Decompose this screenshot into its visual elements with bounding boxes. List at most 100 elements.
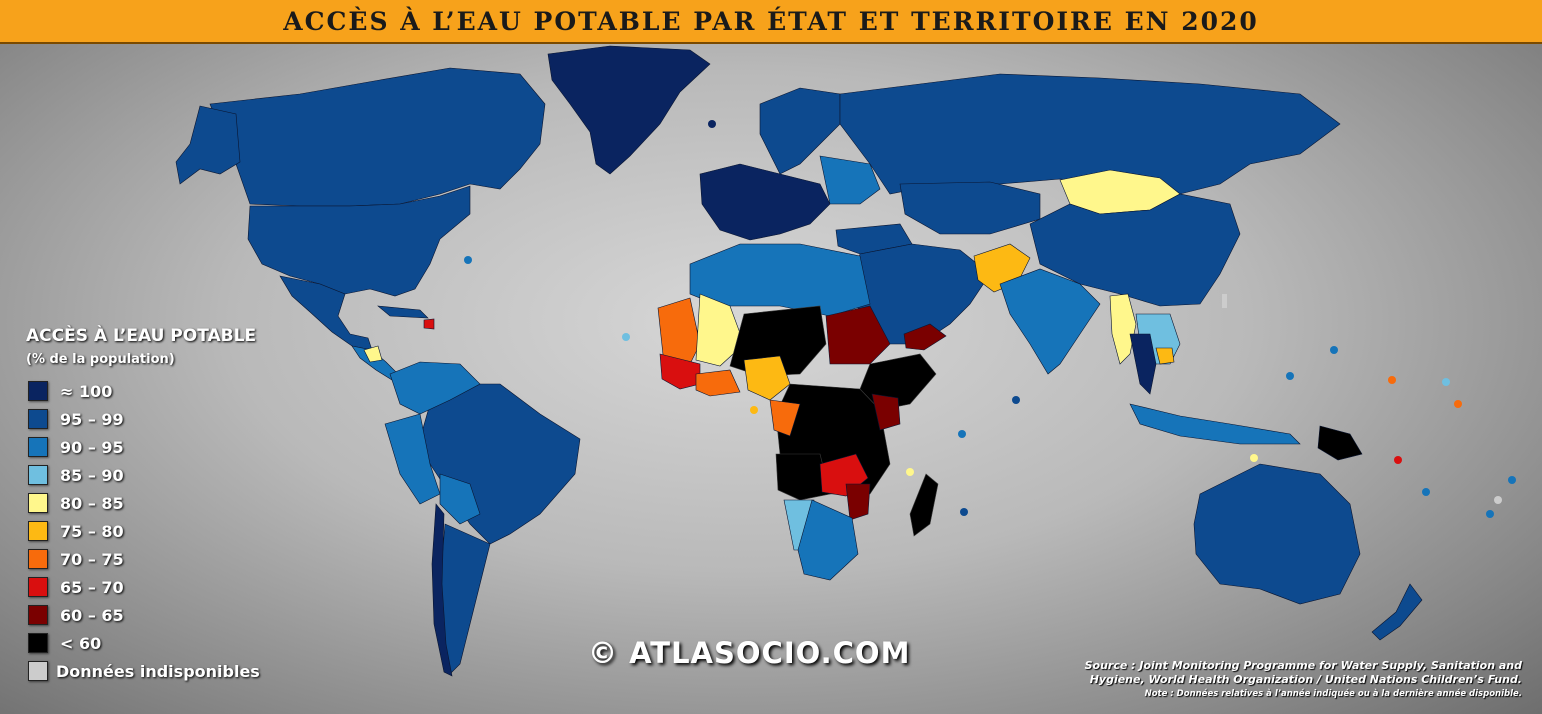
map-title: ACCÈS À L’EAU POTABLE PAR ÉTAT ET TERRIT…	[283, 6, 1259, 36]
world-map	[175, 45, 1516, 677]
legend-swatch	[28, 381, 48, 401]
data-note: Note : Données relatives à l’année indiq…	[1144, 689, 1522, 699]
india	[999, 268, 1101, 375]
source-note: Source : Joint Monitoring Programme for …	[1085, 659, 1522, 687]
indonesia	[1129, 403, 1301, 445]
legend-label: 60 – 65	[60, 605, 124, 625]
legend-label: Données indisponibles	[56, 661, 260, 681]
island-dot	[1422, 488, 1430, 496]
new-zealand	[1371, 583, 1423, 641]
legend-item: 65 – 70	[26, 573, 260, 601]
australia	[1193, 463, 1361, 605]
south-africa	[797, 499, 859, 581]
island-dot	[1454, 400, 1462, 408]
legend-swatch	[28, 549, 48, 569]
island-dot	[958, 430, 966, 438]
western-europe	[699, 163, 831, 241]
mozambique	[845, 483, 871, 521]
alaska	[175, 105, 241, 185]
papua-new-guinea	[1317, 425, 1363, 461]
greenland	[547, 45, 711, 175]
legend-label: 75 – 80	[60, 521, 124, 541]
island-dot	[464, 256, 472, 264]
scandinavia	[759, 87, 841, 175]
thailand	[1129, 333, 1157, 395]
mali	[695, 293, 745, 367]
legend-item: 60 – 65	[26, 601, 260, 629]
nigeria	[743, 355, 791, 401]
title-bar: ACCÈS À L’EAU POTABLE PAR ÉTAT ET TERRIT…	[0, 0, 1542, 44]
mexico	[279, 275, 373, 351]
legend-title: ACCÈS À L’EAU POTABLE	[26, 326, 257, 346]
taiwan	[1222, 294, 1227, 308]
legend-item: Données indisponibles	[26, 657, 260, 685]
legend-swatch	[28, 409, 48, 429]
legend-label: 70 – 75	[60, 549, 124, 569]
island-dot	[622, 333, 630, 341]
angola	[775, 453, 831, 501]
island-dot	[1330, 346, 1338, 354]
legend-swatch	[28, 633, 48, 653]
island-dot	[1486, 510, 1494, 518]
legend-item: < 60	[26, 629, 260, 657]
madagascar	[909, 473, 939, 537]
legend-item: 95 – 99	[26, 405, 260, 433]
island-dot	[960, 508, 968, 516]
island-dot	[750, 406, 758, 414]
legend-item: 85 – 90	[26, 461, 260, 489]
legend-swatch	[28, 605, 48, 625]
united-states	[247, 185, 471, 297]
island-dot	[1394, 456, 1402, 464]
legend-item: 90 – 95	[26, 433, 260, 461]
ivory-coast-ghana	[695, 369, 741, 397]
sahel-black	[729, 305, 827, 377]
island-dot	[1494, 496, 1502, 504]
legend-label: 65 – 70	[60, 577, 124, 597]
legend-label: < 60	[60, 633, 102, 653]
kenya-tanzania	[871, 393, 901, 431]
legend-item: 80 – 85	[26, 489, 260, 517]
legend-subtitle: (% de la population)	[26, 352, 175, 367]
ukraine-belarus	[819, 155, 881, 205]
legend-swatch	[28, 437, 48, 457]
chile	[431, 503, 453, 677]
source-line: Source : Joint Monitoring Programme for …	[1084, 659, 1522, 672]
cuba	[377, 305, 429, 319]
island-dot	[1442, 378, 1450, 386]
haiti	[423, 318, 435, 330]
legend-item: 70 – 75	[26, 545, 260, 573]
mauritania	[657, 297, 701, 365]
canada	[209, 67, 546, 207]
legend: ACCÈS À L’EAU POTABLE (% de la populatio…	[26, 326, 260, 685]
legend-swatch	[28, 493, 48, 513]
kazakhstan	[899, 181, 1041, 235]
russia	[839, 73, 1341, 195]
island-dot	[906, 468, 914, 476]
legend-swatch	[28, 465, 48, 485]
source-line: Hygiene, World Health Organization / Uni…	[1089, 673, 1522, 686]
island-dot	[708, 120, 716, 128]
yemen	[903, 323, 947, 351]
legend-swatch	[28, 521, 48, 541]
island-dot	[1250, 454, 1258, 462]
sudan	[825, 305, 891, 365]
china	[1029, 193, 1241, 307]
legend-label: ≈ 100	[60, 381, 113, 401]
bolivia	[439, 473, 481, 525]
legend-item: 75 – 80	[26, 517, 260, 545]
legend-label: 85 – 90	[60, 465, 124, 485]
west-africa	[659, 353, 701, 390]
copyright-watermark: © ATLASOCIO.COM	[588, 636, 911, 670]
legend-swatch	[28, 661, 48, 681]
nicaragua	[363, 345, 383, 363]
legend-items: ≈ 100 95 – 99 90 – 95 85 – 90 80 – 85 75…	[26, 377, 260, 685]
legend-swatch	[28, 577, 48, 597]
legend-label: 95 – 99	[60, 409, 124, 429]
island-dot	[1508, 476, 1516, 484]
legend-item: ≈ 100	[26, 377, 260, 405]
island-dot	[1388, 376, 1396, 384]
myanmar	[1109, 293, 1137, 365]
gabon-congo	[769, 399, 801, 437]
island-dot	[1012, 396, 1020, 404]
legend-label: 90 – 95	[60, 437, 124, 457]
